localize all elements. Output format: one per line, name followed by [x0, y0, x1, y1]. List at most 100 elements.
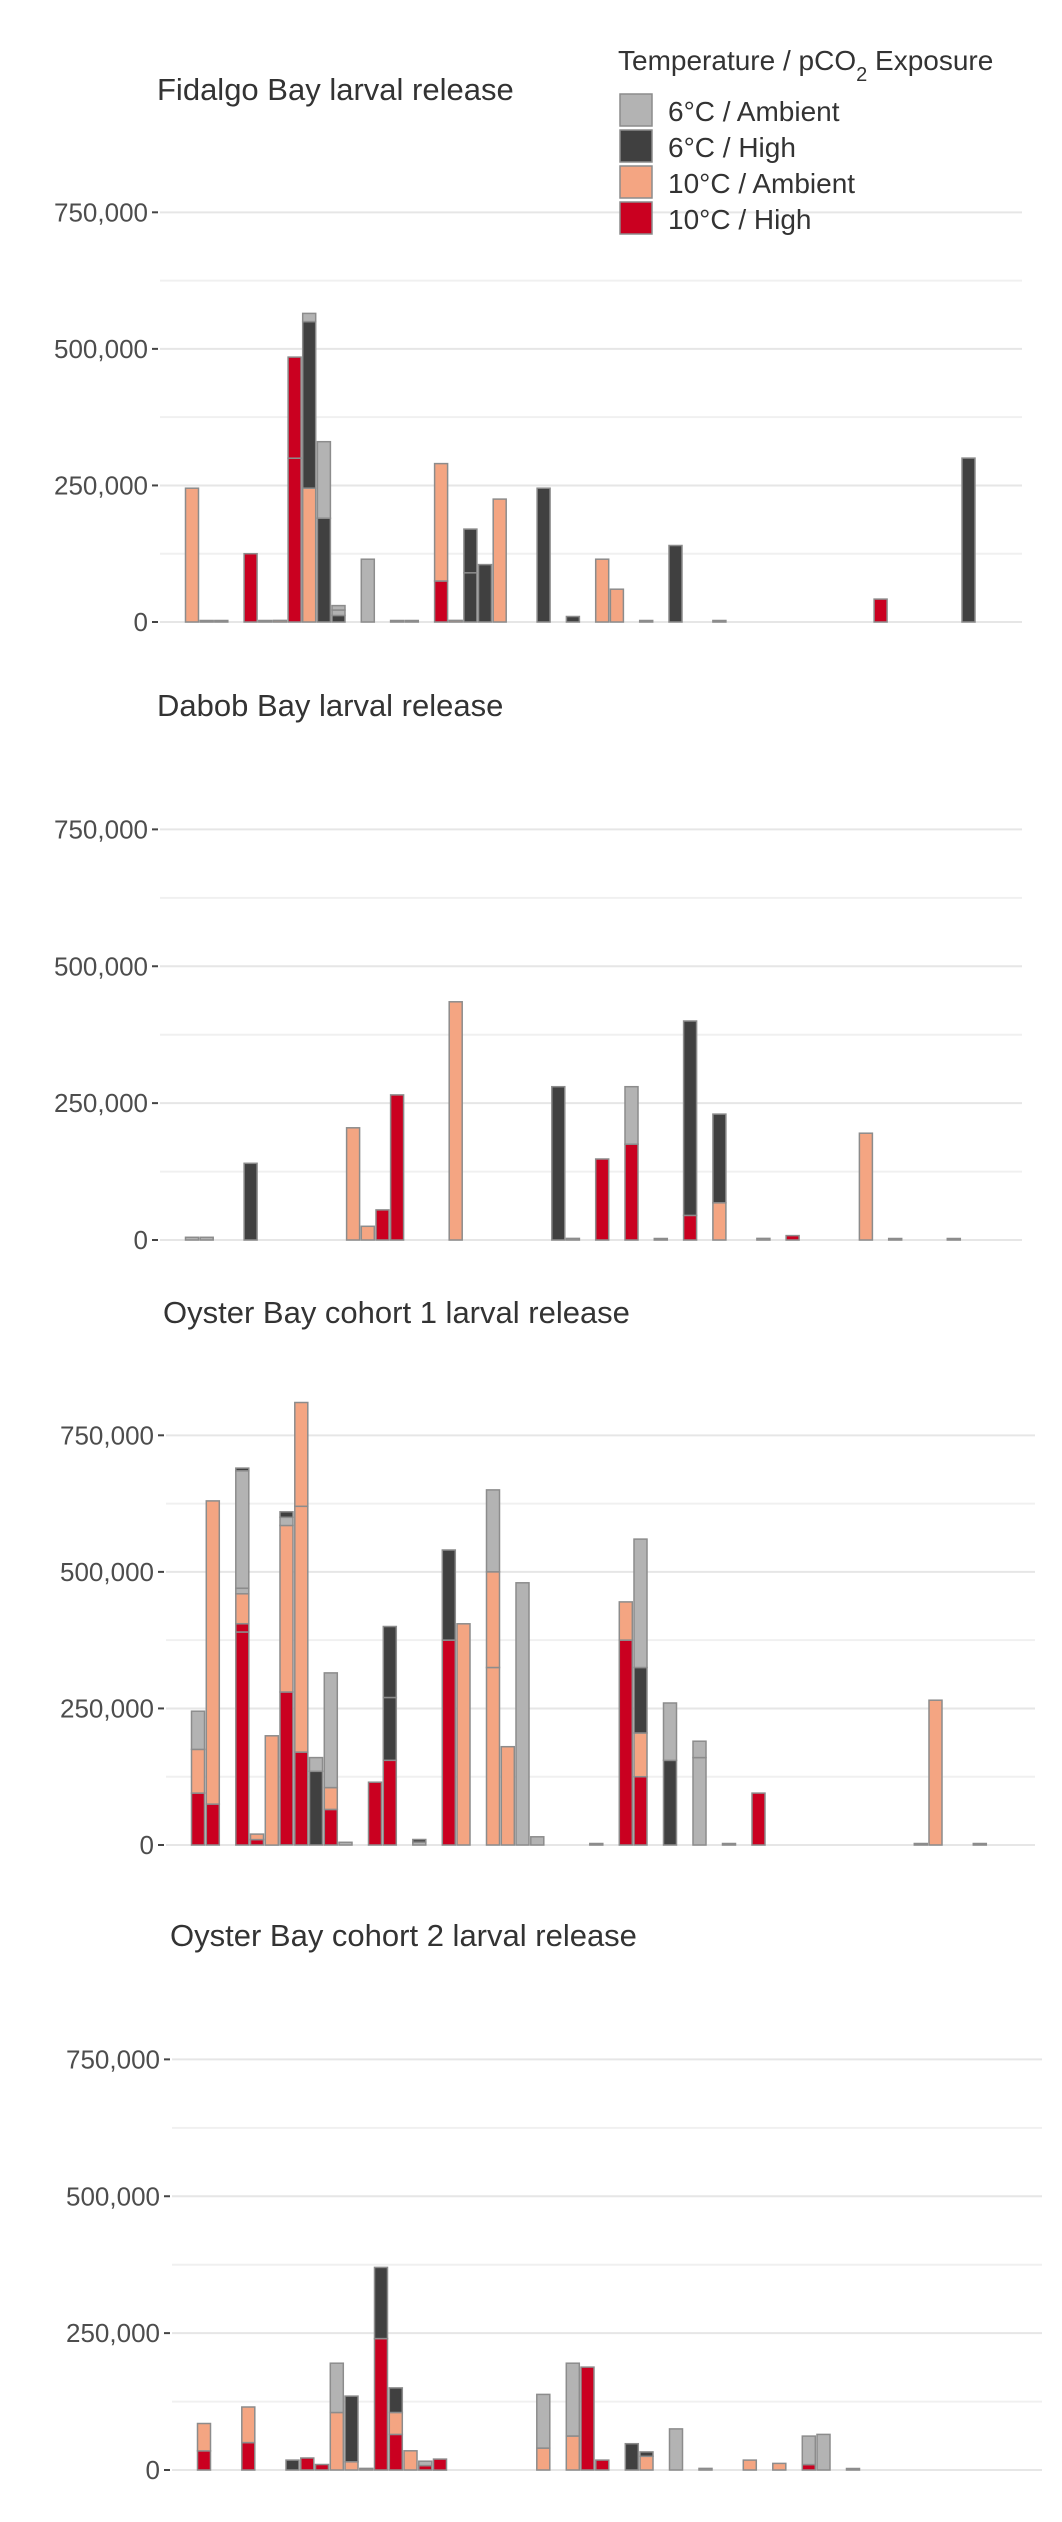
bar-segment — [404, 619, 420, 623]
bar-segment — [668, 2428, 684, 2471]
y-tick-label: 750,000 — [54, 197, 148, 227]
legend-label-6c-ambient: 6°C / Ambient — [668, 96, 840, 127]
bar-segment — [314, 2463, 330, 2471]
bar-segment — [589, 1842, 604, 1846]
bar-segment — [565, 2362, 581, 2437]
bar-segment — [241, 2406, 256, 2444]
bar-segment — [448, 1001, 463, 1241]
bar-segment — [580, 2366, 595, 2471]
chart-panel: 0 250,000 500,000 750,000 Oyster Bay cohort … — [66, 1918, 1042, 2485]
bar-segment — [367, 1781, 383, 1846]
bar-segment — [243, 1162, 258, 1241]
bar-segment — [403, 2450, 418, 2471]
bar-segment — [235, 1623, 250, 1633]
bar-segment — [618, 1601, 634, 1641]
bar-segment — [639, 2451, 654, 2458]
y-tick-label: 250,000 — [66, 2318, 160, 2348]
bar-segment — [624, 1143, 639, 1241]
bar-segment — [662, 1702, 678, 1762]
bar-segment — [389, 1094, 405, 1241]
y-tick-label: 750,000 — [66, 2044, 160, 2074]
bar-segment — [287, 356, 302, 459]
bar-segment — [205, 1500, 221, 1805]
bar-segment — [308, 1756, 324, 1773]
bar-segment — [536, 2393, 551, 2449]
bar-segment — [360, 1225, 376, 1241]
bar-segment — [485, 1666, 501, 1846]
legend-swatch-10c-ambient — [619, 165, 653, 199]
bar-segment — [373, 2266, 389, 2340]
bar-segment — [530, 1836, 545, 1846]
bar-segment — [184, 487, 200, 623]
bar-segment — [285, 2459, 300, 2471]
y-tick-label: 0 — [134, 607, 148, 637]
bar-segment — [241, 2441, 256, 2471]
bar-segment — [316, 517, 332, 623]
bar-segment — [331, 609, 346, 617]
bar-segment — [712, 1113, 727, 1204]
bar-segment — [235, 1592, 250, 1625]
bar-segment — [329, 2362, 345, 2414]
legend: Temperature / pCO2 Exposure 6°C / Ambien… — [618, 45, 993, 235]
y-tick-label: 750,000 — [54, 814, 148, 844]
bar-segment — [331, 614, 346, 623]
bar-segment — [961, 457, 976, 623]
bar-segment — [972, 1842, 988, 1846]
bar-segment — [249, 1833, 265, 1841]
bar-segment — [712, 619, 727, 623]
bar-segment — [301, 320, 317, 489]
bar-segment — [389, 619, 405, 623]
bar-segment — [712, 1202, 727, 1241]
legend-swatch-6c-high — [619, 129, 653, 163]
chart-panel: 0 250,000 500,000 750,000 Oyster Bay cohort … — [60, 1295, 1035, 1860]
bar-segment — [845, 2467, 861, 2471]
bar-segment — [344, 2395, 359, 2463]
bar-segment — [682, 1020, 698, 1217]
bar-segment — [565, 1237, 581, 1241]
bar-segment — [294, 1505, 309, 1753]
bar-segment — [742, 2459, 758, 2471]
bar-segment — [456, 1623, 471, 1846]
bar-segment — [338, 1841, 353, 1846]
bar-segment — [633, 1775, 648, 1846]
bar-segment — [199, 1236, 214, 1241]
bar-segment — [382, 1696, 398, 1762]
bar-segment — [551, 1085, 566, 1241]
bar-segment — [801, 2435, 817, 2466]
bar-segment — [344, 2461, 359, 2471]
chart-panel: 0 250,000 500,000 750,000 Fidalgo Bay larval… — [54, 72, 1022, 637]
bar-segment — [536, 2447, 551, 2471]
bar-segment — [382, 1759, 398, 1846]
bar-segment — [698, 2467, 713, 2471]
bar-segment — [382, 1625, 398, 1699]
bar-segment — [190, 1792, 206, 1846]
panel-title: Oyster Bay cohort 2 larval release — [170, 1918, 637, 1953]
bar-segment — [388, 2411, 404, 2436]
bar-segment — [235, 1467, 250, 1472]
bar-segment — [638, 619, 654, 623]
bar-segment — [668, 544, 683, 623]
bar-segment — [595, 2459, 610, 2471]
bar-segment — [448, 619, 463, 623]
bar-segment — [653, 1237, 669, 1241]
bar-segment — [756, 1237, 771, 1241]
bar-segment — [441, 1549, 457, 1641]
bar-segment — [858, 1132, 874, 1241]
bar-segment — [624, 1085, 639, 1145]
y-tick-label: 250,000 — [60, 1693, 154, 1723]
bar-segment — [721, 1842, 737, 1846]
bar-segment — [258, 619, 273, 623]
bar-segment — [609, 588, 625, 623]
bar-segment — [485, 1571, 501, 1669]
legend-swatch-6c-ambient — [619, 93, 653, 127]
bar-segment — [199, 619, 214, 623]
bar-segment — [536, 487, 551, 623]
bar-segment — [345, 1127, 361, 1241]
bar-segment — [190, 1748, 206, 1794]
bar-segment — [418, 2460, 433, 2467]
bar-segment — [243, 552, 258, 623]
bar-segment — [196, 2422, 212, 2452]
bar-segment — [214, 619, 229, 623]
bar-segment — [785, 1234, 800, 1241]
bar-segment — [294, 1751, 309, 1846]
